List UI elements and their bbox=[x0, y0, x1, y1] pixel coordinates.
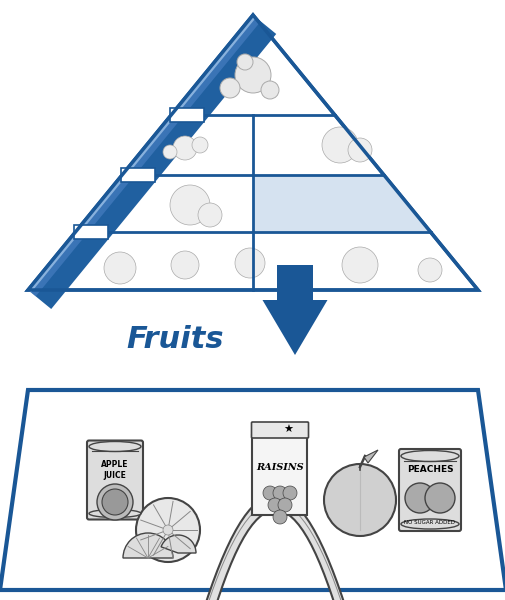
Ellipse shape bbox=[89, 509, 141, 517]
Polygon shape bbox=[28, 15, 256, 293]
Circle shape bbox=[263, 486, 276, 500]
FancyBboxPatch shape bbox=[398, 449, 460, 531]
Bar bbox=[252, 435, 307, 515]
Polygon shape bbox=[28, 15, 477, 290]
Polygon shape bbox=[262, 265, 327, 355]
Circle shape bbox=[273, 510, 286, 524]
Text: RAISINS: RAISINS bbox=[256, 463, 303, 472]
Polygon shape bbox=[363, 450, 377, 463]
Polygon shape bbox=[28, 15, 276, 309]
Bar bbox=[121, 168, 155, 182]
Text: ★: ★ bbox=[282, 425, 292, 435]
Circle shape bbox=[424, 483, 454, 513]
Circle shape bbox=[173, 136, 196, 160]
Circle shape bbox=[341, 247, 377, 283]
Circle shape bbox=[404, 483, 434, 513]
Bar bbox=[170, 108, 204, 122]
Text: NO SUGAR ADDED: NO SUGAR ADDED bbox=[403, 520, 454, 526]
Circle shape bbox=[282, 486, 296, 500]
Circle shape bbox=[236, 54, 252, 70]
Circle shape bbox=[170, 185, 210, 225]
Circle shape bbox=[97, 484, 133, 520]
Circle shape bbox=[220, 78, 239, 98]
Circle shape bbox=[277, 498, 291, 512]
Ellipse shape bbox=[400, 451, 458, 461]
Text: Fruits: Fruits bbox=[126, 325, 223, 355]
Text: PEACHES: PEACHES bbox=[406, 466, 452, 475]
Polygon shape bbox=[185, 495, 364, 600]
Ellipse shape bbox=[89, 442, 141, 451]
Polygon shape bbox=[252, 175, 430, 232]
Circle shape bbox=[273, 486, 286, 500]
Wedge shape bbox=[161, 535, 195, 553]
Circle shape bbox=[268, 498, 281, 512]
Circle shape bbox=[323, 464, 395, 536]
Circle shape bbox=[136, 498, 199, 562]
Text: APPLE
JUICE: APPLE JUICE bbox=[101, 460, 128, 481]
Circle shape bbox=[171, 251, 198, 279]
Circle shape bbox=[163, 145, 177, 159]
Circle shape bbox=[347, 138, 371, 162]
Polygon shape bbox=[0, 390, 505, 590]
Circle shape bbox=[197, 203, 222, 227]
Circle shape bbox=[261, 81, 278, 99]
Circle shape bbox=[234, 57, 271, 93]
Bar bbox=[74, 225, 108, 239]
Polygon shape bbox=[28, 15, 260, 296]
Circle shape bbox=[191, 137, 208, 153]
Wedge shape bbox=[123, 533, 173, 558]
Circle shape bbox=[104, 252, 136, 284]
Ellipse shape bbox=[400, 519, 458, 529]
Circle shape bbox=[163, 525, 173, 535]
Circle shape bbox=[417, 258, 441, 282]
FancyBboxPatch shape bbox=[87, 440, 143, 520]
Circle shape bbox=[102, 489, 128, 515]
Circle shape bbox=[234, 248, 265, 278]
FancyBboxPatch shape bbox=[251, 422, 308, 438]
Circle shape bbox=[321, 127, 358, 163]
